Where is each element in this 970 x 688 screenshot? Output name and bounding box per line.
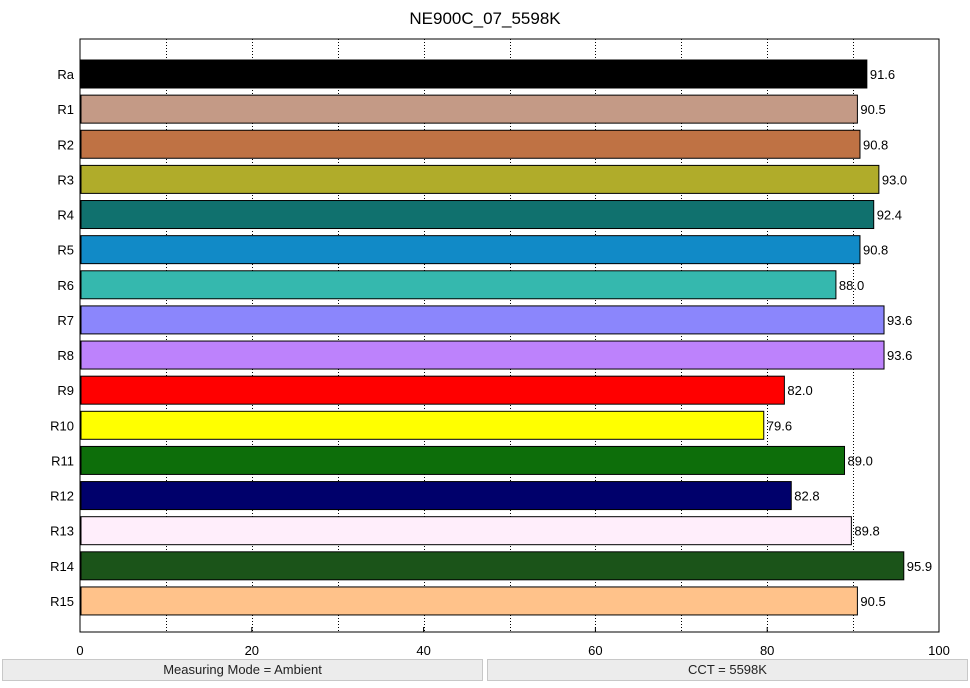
- category-label-r5: R5: [57, 243, 74, 258]
- category-label-ra: Ra: [57, 67, 74, 82]
- category-label-r6: R6: [57, 278, 74, 293]
- bar-r15: [80, 586, 858, 616]
- chart-title: NE900C_07_5598K: [409, 9, 561, 28]
- value-label-r2: 90.8: [863, 137, 888, 152]
- category-label-r1: R1: [57, 102, 74, 117]
- category-label-r13: R13: [50, 524, 74, 539]
- x-tick-label: 60: [588, 643, 602, 658]
- bar-r6: [80, 270, 837, 300]
- value-labels: 91.6 90.5 90.8 93.0 92.4 90.8 88.0 93.6 93.6 82.0…: [767, 67, 932, 609]
- category-label-r4: R4: [57, 208, 74, 223]
- bar-r8: [80, 340, 885, 370]
- bar-r12: [80, 481, 792, 511]
- category-label-r8: R8: [57, 348, 74, 363]
- value-label-r15: 90.5: [860, 594, 885, 609]
- value-label-r5: 90.8: [863, 243, 888, 258]
- bar-r9: [80, 375, 785, 405]
- bar-r5: [80, 235, 861, 265]
- category-label-r15: R15: [50, 594, 74, 609]
- value-label-r11: 89.0: [848, 453, 873, 468]
- bar-r13: [80, 516, 852, 546]
- category-label-r3: R3: [57, 172, 74, 187]
- value-label-r8: 93.6: [887, 348, 912, 363]
- bar-r1: [80, 94, 858, 124]
- value-label-ra: 91.6: [870, 67, 895, 82]
- bars: [80, 59, 905, 616]
- value-label-r12: 82.8: [794, 489, 819, 504]
- value-label-r14: 95.9: [907, 559, 932, 574]
- bar-r4: [80, 200, 875, 230]
- category-label-r2: R2: [57, 137, 74, 152]
- x-tick-label: 20: [245, 643, 259, 658]
- x-tick-label: 40: [416, 643, 430, 658]
- x-tick-label: 100: [928, 643, 950, 658]
- bar-ra: [80, 59, 868, 89]
- category-label-r10: R10: [50, 418, 74, 433]
- category-label-r14: R14: [50, 559, 74, 574]
- value-label-r6: 88.0: [839, 278, 864, 293]
- value-label-r1: 90.5: [860, 102, 885, 117]
- x-tick-label: 0: [76, 643, 83, 658]
- bar-r7: [80, 305, 885, 335]
- value-label-r10: 79.6: [767, 418, 792, 433]
- value-label-r9: 82.0: [787, 383, 812, 398]
- measuring-mode-status: Measuring Mode = Ambient: [2, 659, 483, 681]
- category-labels: Ra R1 R2 R3 R4 R5 R6 R7 R8 R9 R10 R11 R12 R13 R14 R15: [50, 67, 75, 609]
- bar-r14: [80, 551, 905, 581]
- value-label-r13: 89.8: [854, 524, 879, 539]
- cct-status: CCT = 5598K: [487, 659, 968, 681]
- value-label-r3: 93.0: [882, 172, 907, 187]
- category-label-r7: R7: [57, 313, 74, 328]
- bar-r10: [80, 410, 765, 440]
- bar-r2: [80, 129, 861, 159]
- value-label-r7: 93.6: [887, 313, 912, 328]
- bar-r11: [80, 445, 846, 475]
- category-label-r11: R11: [51, 453, 74, 468]
- x-tick-label: 80: [760, 643, 774, 658]
- value-label-r4: 92.4: [877, 208, 902, 223]
- x-axis-ticks: 0 20 40 60 80 100: [76, 627, 950, 658]
- category-label-r9: R9: [57, 383, 74, 398]
- category-label-r12: R12: [50, 489, 74, 504]
- bar-r3: [80, 164, 880, 194]
